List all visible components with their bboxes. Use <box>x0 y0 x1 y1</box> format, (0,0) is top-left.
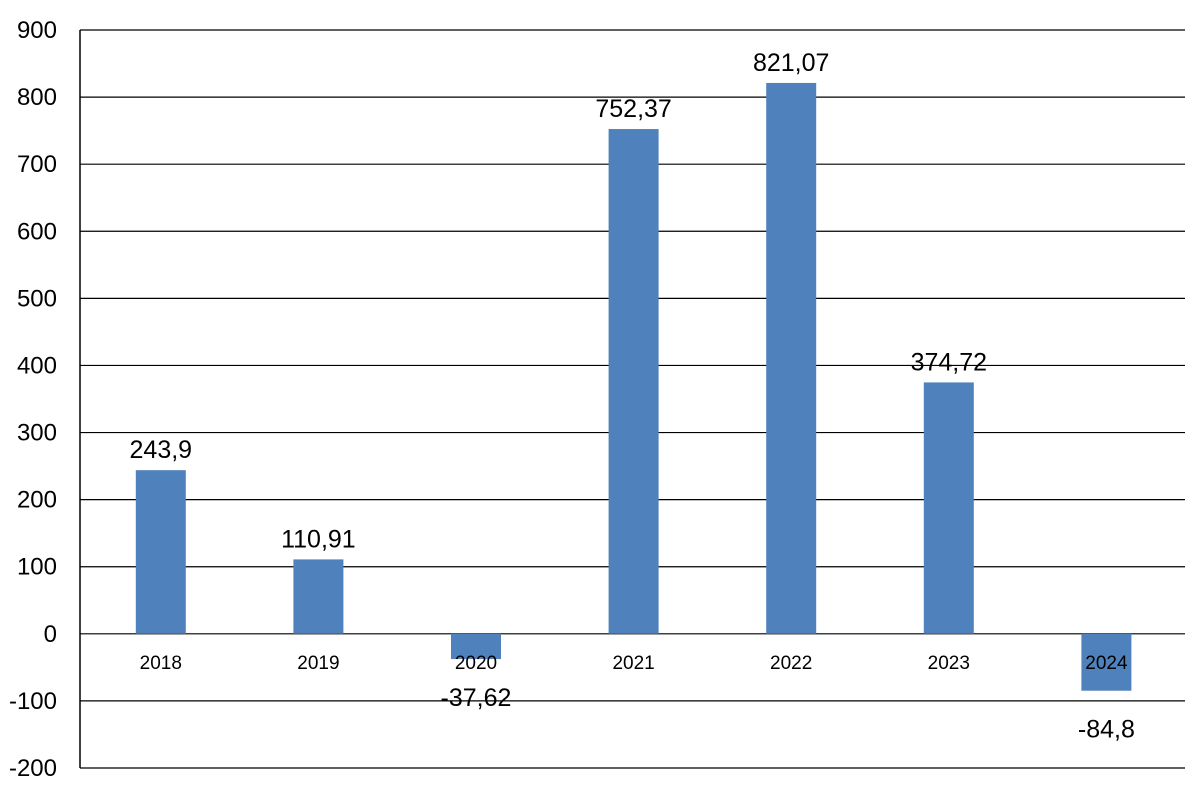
y-axis-ticks: 900 800 700 600 500 400 300 200 100 0 -100 -200 <box>9 17 57 782</box>
y-tick-label: 700 <box>17 151 57 178</box>
x-category-label: 2019 <box>297 653 339 674</box>
bar-2021 <box>608 129 659 634</box>
y-tick-label: 600 <box>17 218 57 245</box>
y-tick-label: 400 <box>17 352 57 379</box>
bar-2018 <box>135 470 186 634</box>
y-tick-label: 500 <box>17 285 57 312</box>
x-category-label: 2021 <box>612 653 654 674</box>
y-tick-label: 0 <box>44 621 57 648</box>
y-tick-label: 800 <box>17 84 57 111</box>
bars <box>135 82 1132 691</box>
data-label-2019: 110,91 <box>281 525 356 553</box>
data-label-2022: 821,07 <box>753 49 829 77</box>
data-label-2020: -37,62 <box>441 684 512 712</box>
data-label-2023: 374,72 <box>911 348 987 376</box>
x-category-label: 2023 <box>928 653 970 674</box>
y-tick-label: -200 <box>9 755 57 782</box>
bar-2024 <box>1081 633 1132 691</box>
x-category-label: 2024 <box>1085 653 1128 674</box>
y-tick-label: 900 <box>17 17 57 44</box>
data-label-2024: -84,8 <box>1078 716 1135 744</box>
bar-2019 <box>293 559 344 634</box>
bar-2020 <box>451 633 501 660</box>
y-tick-label: 300 <box>17 420 57 447</box>
x-category-label: 2018 <box>140 653 182 674</box>
category-labels: 2018 2019 2020 2021 2022 2023 2024 <box>140 653 1128 674</box>
data-labels: 243,9 110,91 -37,62 752,37 821,07 374,72 -84,8 <box>130 49 1135 744</box>
x-category-label: 2020 <box>455 653 497 674</box>
y-tick-label: 200 <box>17 487 57 514</box>
bar-2023 <box>923 382 974 634</box>
y-tick-label: 100 <box>17 554 57 581</box>
data-label-2021: 752,37 <box>595 95 671 123</box>
y-tick-label: -100 <box>9 688 57 715</box>
bar-2022 <box>766 82 817 634</box>
data-label-2018: 243,9 <box>130 436 193 464</box>
x-category-label: 2022 <box>770 653 812 674</box>
